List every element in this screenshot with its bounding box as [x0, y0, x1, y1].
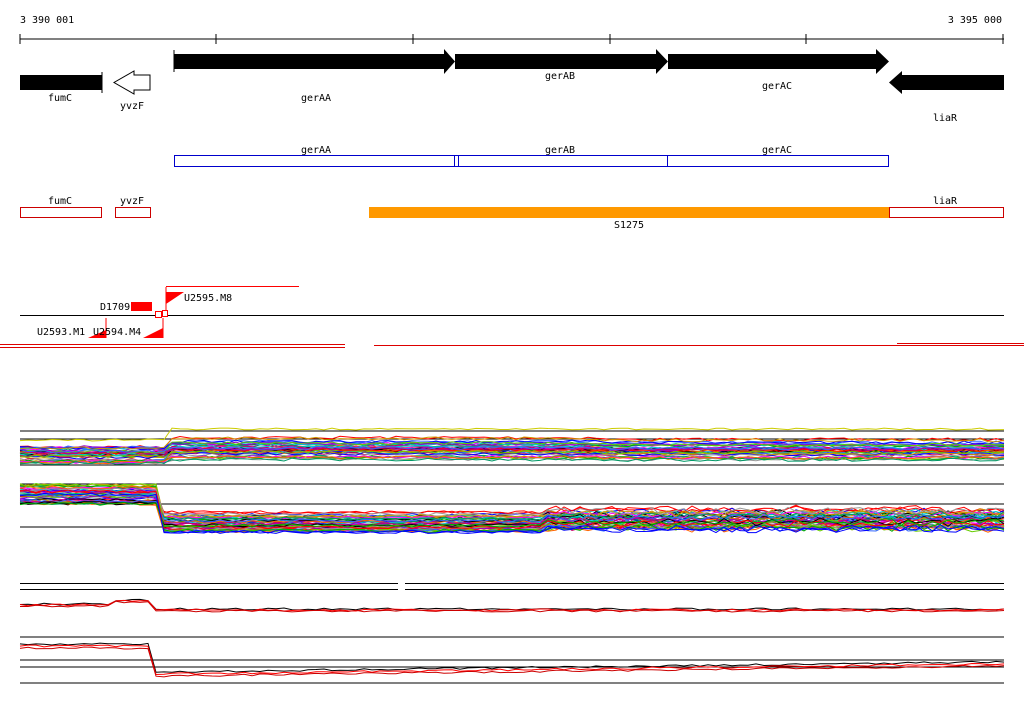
cds-blue-gerAC[interactable]	[667, 155, 889, 167]
coordinate-ruler: 3 390 001 3 395 000	[19, 15, 1004, 44]
expression-line	[19, 435, 1005, 449]
expression-line	[19, 449, 1005, 458]
feature-U2593-flag[interactable]	[88, 330, 106, 338]
summary-line	[19, 598, 1005, 611]
gene-yvzF[interactable]	[112, 70, 151, 95]
expression-line	[19, 501, 1005, 521]
cds-red-liaR[interactable]	[889, 207, 1004, 218]
cds-blue-gerAB[interactable]	[458, 155, 668, 167]
feature-U2594-flag[interactable]	[143, 328, 163, 338]
expression-summary-top	[19, 583, 1005, 613]
summary-line	[20, 600, 1005, 613]
ruler-ticks	[19, 34, 1004, 44]
expression-line	[19, 455, 1005, 465]
expression-summary-bottom	[19, 636, 1005, 684]
gene-gerAC[interactable]	[668, 49, 889, 74]
expression-line	[19, 487, 1005, 517]
expression-line-yellow	[19, 427, 1005, 442]
red-cds-track: fumC yvzF liaR S1275	[20, 196, 1004, 231]
gene-gerAB-label: gerAB	[545, 71, 575, 82]
feature-track: U2595.M8 D1709 U2593.M1 U2594.M4	[0, 286, 1024, 348]
expression-line	[19, 485, 1005, 524]
expression-line	[19, 489, 1005, 534]
gene-fumC[interactable]	[20, 75, 102, 90]
expression-line	[19, 449, 1005, 464]
expression-line	[19, 489, 1005, 514]
feature-U2593-label: U2593.M1	[37, 327, 85, 338]
cds-red-fumC[interactable]	[20, 207, 102, 218]
feature-marker-b	[162, 310, 168, 317]
summary-line	[19, 642, 1005, 673]
expression-line	[19, 446, 1005, 453]
gene-liaR-label: liaR	[933, 113, 958, 124]
gene-fumC-label: fumC	[48, 93, 72, 104]
cds-blue-gerAC-label: gerAC	[762, 145, 792, 156]
cds-red-fumC-label: fumC	[48, 196, 72, 207]
expression-panel-bottom	[19, 482, 1005, 534]
blue-cds-track: gerAA gerAB gerAC	[174, 145, 889, 167]
cds-red-yvzF[interactable]	[115, 207, 151, 218]
feature-U2595-label: U2595.M8	[184, 293, 232, 304]
ruler-start-label: 3 390 001	[20, 15, 74, 26]
expression-line	[20, 447, 1005, 455]
feature-D1709[interactable]	[131, 302, 152, 311]
cds-blue-small	[454, 155, 459, 167]
cds-red-liaR-label: liaR	[933, 196, 958, 207]
feature-marker-a	[155, 311, 162, 318]
ruler-end-label: 3 395 000	[948, 15, 1002, 26]
gene-yvzF-label: yvzF	[120, 101, 144, 112]
cds-blue-gerAB-label: gerAB	[545, 145, 575, 156]
expression-line	[19, 486, 1005, 520]
expression-line	[19, 499, 1005, 523]
expression-line	[19, 492, 1005, 534]
expression-line	[19, 436, 1005, 450]
gene-gerAA-label: gerAA	[301, 93, 331, 104]
summary-line	[19, 646, 1005, 678]
gene-gerAB[interactable]	[455, 49, 668, 74]
cds-red-yvzF-label: yvzF	[120, 196, 144, 207]
cds-blue-gerAA-label: gerAA	[301, 145, 331, 156]
gene-gerAC-label: gerAC	[762, 81, 792, 92]
summary-line	[19, 644, 1005, 676]
segment-S1275[interactable]	[369, 207, 889, 218]
gene-track: fumC yvzF gerAA gerAB gerAC liaR	[20, 49, 1004, 124]
expression-line	[19, 501, 1005, 528]
gene-liaR[interactable]	[889, 71, 1004, 94]
cds-blue-gerAA[interactable]	[174, 155, 455, 167]
summary-line	[19, 599, 1005, 612]
feature-D1709-label: D1709	[100, 302, 130, 313]
expression-line	[19, 441, 1005, 454]
expression-line	[19, 457, 1005, 465]
expression-panel-top	[19, 427, 1005, 466]
feature-U2594-label: U2594.M4	[93, 327, 141, 338]
feature-U2595-flag[interactable]	[166, 292, 184, 304]
gene-gerAA[interactable]	[174, 49, 455, 74]
segment-S1275-label: S1275	[614, 220, 644, 231]
